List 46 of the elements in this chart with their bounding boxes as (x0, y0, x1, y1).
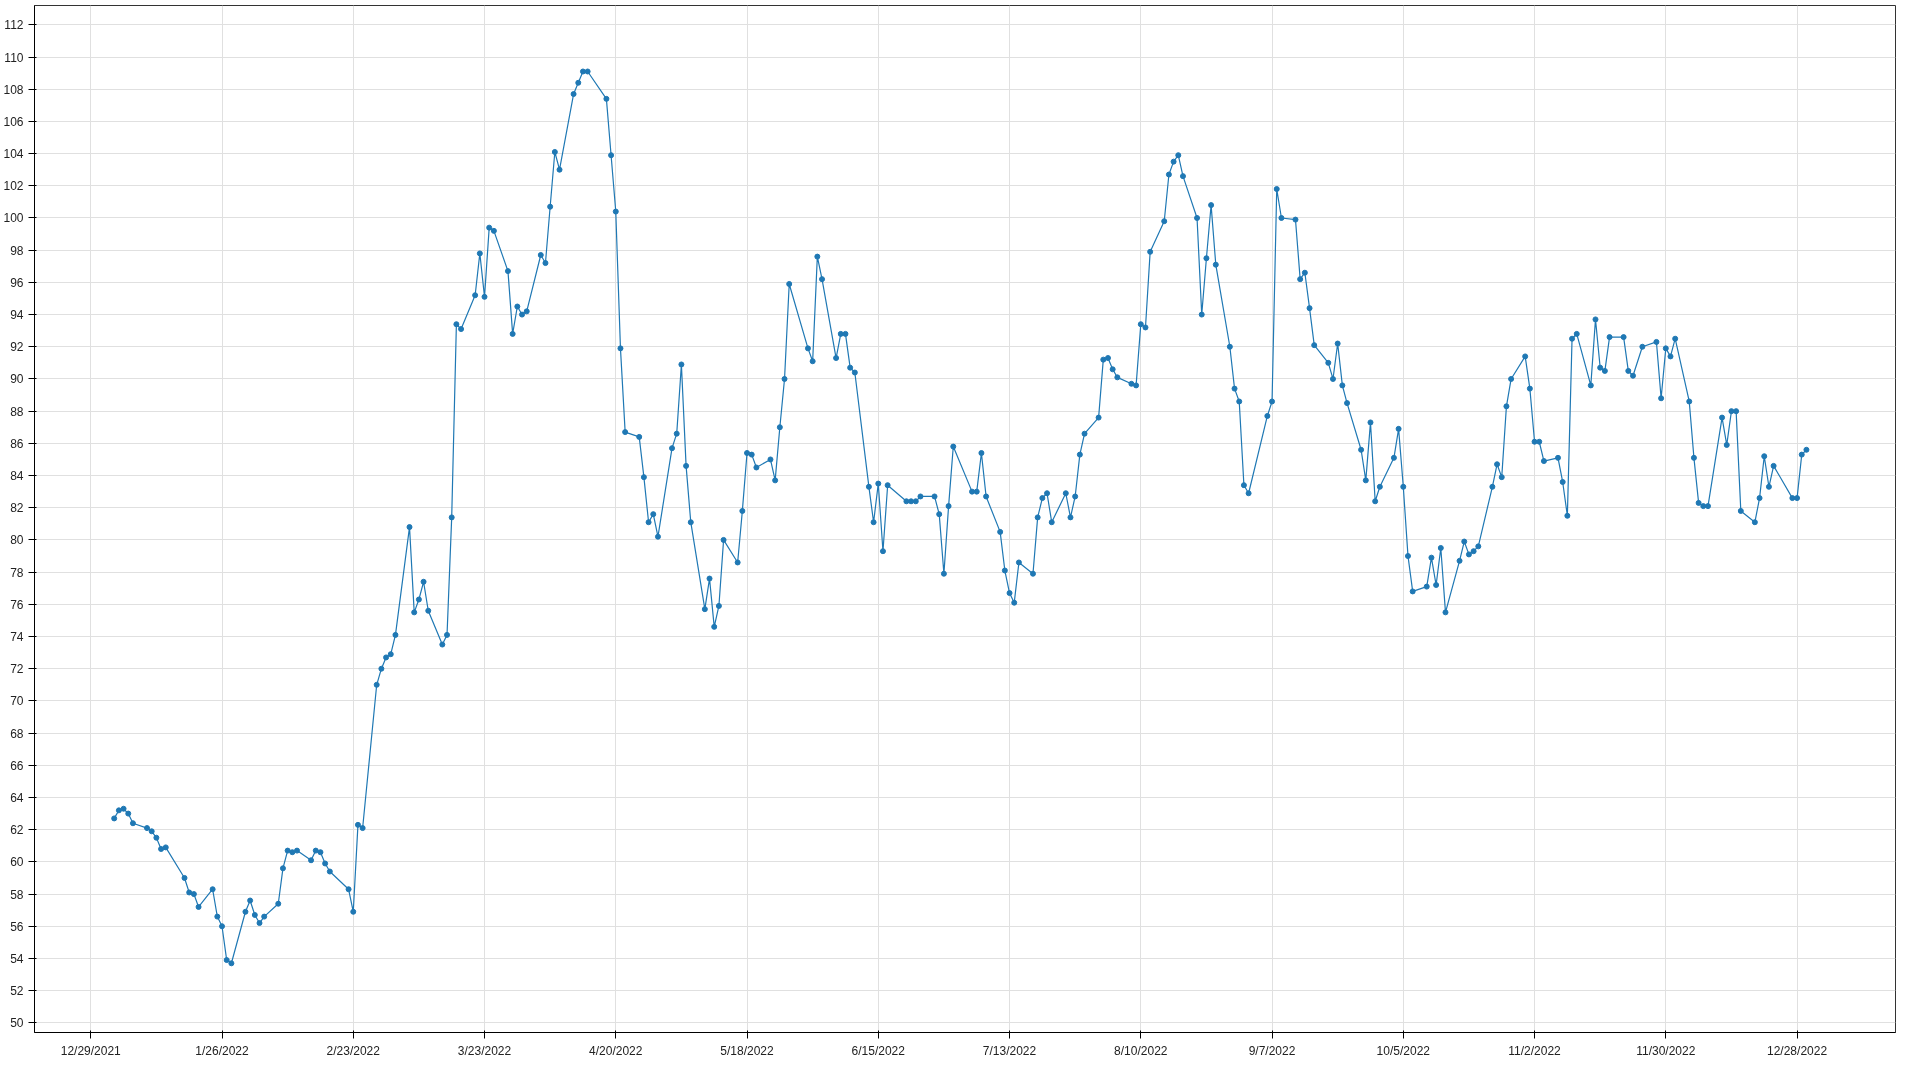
y-tick-label: 112 (4, 18, 24, 33)
y-tick-label: 62 (10, 823, 24, 838)
y-tick-label: 94 (10, 308, 24, 323)
y-tick-label: 82 (10, 501, 24, 516)
x-tick-label: 12/28/2022 (1767, 1043, 1828, 1058)
y-tick-label: 76 (10, 597, 24, 612)
y-tick-label: 58 (10, 887, 24, 902)
y-tick-label: 64 (10, 790, 24, 805)
y-tick-label: 66 (10, 758, 24, 773)
y-tick-label: 78 (10, 565, 24, 580)
y-tick-label: 100 (3, 211, 24, 226)
x-tick-label: 7/13/2022 (982, 1043, 1037, 1058)
y-tick-label: 108 (3, 82, 24, 97)
x-tick-label: 5/18/2022 (720, 1043, 775, 1058)
y-tick-label: 106 (3, 114, 24, 129)
y-tick-label: 60 (10, 855, 24, 870)
y-tick-label: 84 (10, 469, 24, 484)
x-tick-label: 8/10/2022 (1114, 1043, 1168, 1058)
y-tick-label: 98 (10, 243, 24, 258)
y-tick-label: 104 (3, 147, 24, 162)
y-tick-label: 92 (10, 340, 24, 355)
y-tick-label: 96 (10, 275, 24, 290)
y-tick-label: 68 (10, 726, 24, 741)
x-tick-label: 9/7/2022 (1248, 1043, 1296, 1058)
y-tick-label: 50 (10, 1016, 24, 1031)
x-tick-label: 11/30/2022 (1636, 1043, 1696, 1058)
x-tick-label: 2/23/2022 (326, 1043, 381, 1058)
y-tick-label: 52 (10, 984, 24, 999)
y-tick-label: 80 (10, 533, 24, 548)
y-tick-label: 110 (4, 50, 24, 65)
x-tick-label: 1/26/2022 (195, 1043, 250, 1058)
y-tick-label: 56 (10, 919, 24, 934)
x-tick-label: 6/15/2022 (851, 1043, 906, 1058)
x-tick-label: 10/5/2022 (1376, 1043, 1431, 1058)
y-tick-label: 54 (10, 951, 24, 966)
y-tick-label: 90 (10, 372, 24, 387)
y-tick-label: 88 (10, 404, 24, 419)
x-tick-label: 3/23/2022 (457, 1043, 512, 1058)
y-tick-label: 70 (10, 694, 24, 709)
y-tick-label: 74 (10, 630, 24, 645)
x-tick-label: 4/20/2022 (589, 1043, 643, 1058)
y-tick-label: 72 (10, 662, 24, 677)
x-tick-label: 11/2/2022 (1508, 1043, 1562, 1058)
y-tick-label: 102 (3, 179, 24, 194)
x-tick-label: 12/29/2021 (60, 1043, 122, 1058)
y-tick-label: 86 (10, 436, 24, 451)
